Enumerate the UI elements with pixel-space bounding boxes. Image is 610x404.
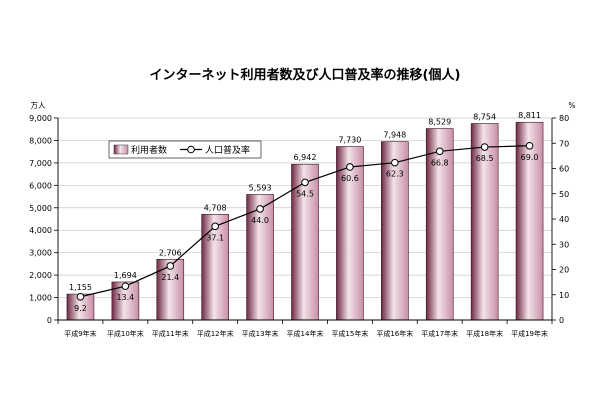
bar (246, 194, 274, 321)
bar (470, 123, 499, 321)
left-axis-tick-label: 4,000 (29, 226, 52, 235)
x-axis-tick-label: 平成19年末 (511, 329, 548, 338)
left-axis-tick-label: 9,000 (29, 114, 52, 123)
rate-marker (480, 143, 489, 151)
rate-data-label: 60.6 (341, 174, 359, 183)
bar (515, 121, 544, 321)
left-axis-tick-label: 5,000 (29, 204, 52, 213)
bar-data-label: 1,155 (69, 283, 92, 292)
x-axis-tick-label: 平成17年末 (421, 329, 458, 338)
rate-data-label: 37.1 (206, 233, 224, 242)
rate-data-label: 44.0 (251, 216, 269, 225)
legend-marker-swatch (187, 145, 195, 154)
left-axis-tick-label: 0 (47, 316, 52, 325)
right-axis-tick-label: 50 (559, 190, 569, 199)
legend-label-users: 利用者数 (131, 144, 167, 156)
rate-marker (211, 222, 219, 231)
left-axis-tick-label: 3,000 (29, 249, 52, 258)
right-axis-tick-label: 20 (559, 266, 569, 275)
rate-data-label: 62.3 (386, 170, 404, 179)
x-axis-tick-label: 平成16年末 (376, 329, 413, 338)
right-axis-tick-label: 60 (559, 165, 569, 174)
rate-marker (346, 163, 354, 171)
chart-title: インターネット利用者数及び人口普及率の推移(個人) (150, 67, 461, 83)
bar-series (66, 121, 544, 321)
bar-data-label: 7,948 (383, 131, 406, 140)
x-axis-tick-label: 平成9年末 (64, 329, 96, 338)
axes: 0 1,000 2,000 3,000 4,000 5,000 6,000 7,000 8,00… (29, 114, 569, 338)
right-axis-tick-label: 30 (559, 240, 569, 249)
x-axis-tick-label: 平成18年末 (466, 329, 503, 338)
bar-data-label: 8,529 (428, 118, 451, 127)
x-axis-tick-label: 平成11年末 (152, 329, 189, 338)
bar (425, 128, 454, 321)
rate-data-label: 13.4 (116, 293, 134, 302)
bar (381, 141, 409, 321)
rate-data-label: 54.5 (296, 189, 314, 198)
right-axis-tick-label: 80 (559, 114, 569, 123)
x-axis-tick-label: 平成12年末 (197, 329, 234, 338)
left-axis-tick-label: 8,000 (29, 136, 52, 145)
rate-marker (256, 205, 264, 213)
right-axis-tick-label: 40 (559, 215, 569, 224)
legend: 利用者数 人口普及率 (108, 140, 262, 159)
right-axis-unit: % (568, 101, 575, 110)
rate-data-label: 66.8 (431, 158, 449, 167)
x-axis-tick-label: 平成13年末 (242, 329, 279, 338)
bar-data-label: 8,811 (518, 111, 541, 120)
bar-data-label: 4,708 (204, 203, 227, 212)
bar-data-label: 1,694 (114, 271, 137, 280)
rate-data-label: 21.4 (161, 273, 179, 282)
right-axis-tick-label: 0 (559, 316, 564, 325)
rate-marker (435, 147, 444, 156)
legend-label-rate: 人口普及率 (205, 144, 250, 156)
x-axis-tick-label: 平成14年末 (287, 329, 324, 338)
bar (336, 146, 364, 321)
bar-data-label: 7,730 (338, 136, 361, 145)
bar-data-label: 6,942 (294, 153, 317, 162)
x-axis-tick-label: 平成10年末 (107, 329, 144, 338)
left-axis-tick-label: 1,000 (29, 294, 52, 303)
right-axis-tick-label: 70 (559, 139, 569, 148)
rate-marker (301, 178, 309, 187)
rate-marker (391, 158, 399, 167)
left-axis-tick-label: 7,000 (29, 159, 52, 168)
legend-bar-swatch (113, 144, 129, 155)
right-axis-tick-label: 10 (559, 291, 569, 300)
left-axis-tick-label: 6,000 (29, 181, 52, 190)
left-axis-unit: 万人 (31, 101, 46, 110)
rate-marker (525, 141, 534, 150)
bar-data-label: 2,706 (159, 248, 182, 257)
rate-marker (76, 292, 85, 301)
rate-marker (121, 282, 130, 290)
rate-marker (166, 262, 175, 270)
rate-data-label: 69.0 (521, 153, 539, 162)
data-labels: 1,155 1,694 2,706 4,708 5,593 6,942 7,730 7,948… (69, 111, 541, 313)
bar-data-label: 5,593 (249, 183, 272, 192)
rate-data-label: 9.2 (74, 304, 87, 313)
rate-data-label: 68.5 (476, 154, 494, 163)
left-axis-tick-label: 2,000 (29, 271, 52, 280)
bar-data-label: 8,754 (473, 113, 496, 122)
bar (201, 214, 229, 321)
x-axis-tick-label: 平成15年末 (331, 329, 368, 338)
line-series (76, 141, 534, 301)
